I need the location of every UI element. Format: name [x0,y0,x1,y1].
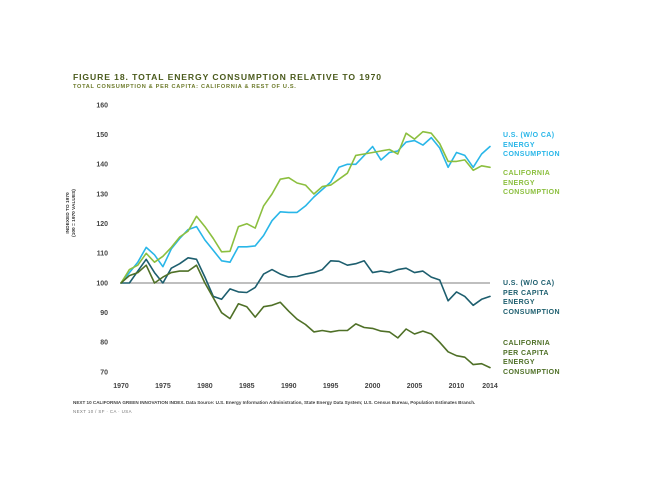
x-tick-label: 2000 [365,383,381,390]
series-line-3 [120,256,491,307]
legend-label-line: ENERGY [503,179,535,187]
y-tick-label: 90 [100,310,108,317]
y-tick-label: 100 [96,280,108,287]
legend-label-line: CONSUMPTION [503,189,560,196]
x-tick-label: 2010 [449,383,465,390]
legend-label-line: PER CAPITA [503,289,549,297]
legend-label-line: U.S. (W/O CA) [503,280,555,287]
x-tick-label: 1990 [281,383,297,390]
legend-label-line: ENERGY [503,359,535,366]
chart-title: FIGURE 18. TOTAL ENERGY CONSUMPTION RELA… [73,72,382,82]
y-tick-label: 140 [96,162,108,169]
x-tick-label: 1995 [323,383,339,390]
legend-label-line: ENERGY [503,141,535,149]
legend-label-line: CONSUMPTION [503,308,560,316]
y-tick-label: 110 [97,251,108,258]
legend-label-line: CALIFORNIA [503,340,551,347]
chart-subtitle: TOTAL CONSUMPTION & PER CAPITA: CALIFORN… [73,84,297,90]
footer-credit: NEXT 10 / SF · CA · USA [73,409,132,414]
x-tick-label: 1970 [113,383,129,390]
legend-label-1: U.S. (W/O CA) ENERGY CONSUMPTION [503,131,560,160]
x-tick-label: 1975 [155,383,171,390]
source-note: NEXT 10 CALIFORNIA GREEN INNOVATION INDE… [73,400,476,405]
y-tick-label: 130 [96,191,108,198]
legend-label-line: CALIFORNIA [503,170,551,177]
series-line-2 [120,130,491,284]
x-tick-label: 2005 [407,383,423,390]
x-tick-label: 2014 [482,383,498,390]
series-line-4 [120,264,491,369]
y-tick-label: 150 [96,132,108,139]
legend-label-line: ENERGY [503,299,535,306]
series-line-1 [120,136,491,284]
legend-label-line: CONSUMPTION [503,151,560,158]
y-tick-label: 70 [100,369,108,376]
x-tick-label: 1980 [197,383,213,390]
legend-label-2: CALIFORNIA ENERGY CONSUMPTION [503,169,560,198]
y-tick-label: 80 [100,340,108,347]
legend-label-line: CONSUMPTION [503,368,560,376]
legend-label-line: U.S. (W/O CA) [503,132,555,139]
legend-label-4: CALIFORNIA PER CAPITA ENERGY CONSUMPTION [503,339,560,377]
y-tick-label: 120 [96,221,108,228]
legend-label-3: U.S. (W/O CA) PER CAPITA ENERGY CONSUMPTION [503,279,560,317]
x-tick-label: 1985 [239,383,255,390]
legend-label-line: PER CAPITA [503,349,549,357]
y-tick-label: 160 [96,102,108,109]
